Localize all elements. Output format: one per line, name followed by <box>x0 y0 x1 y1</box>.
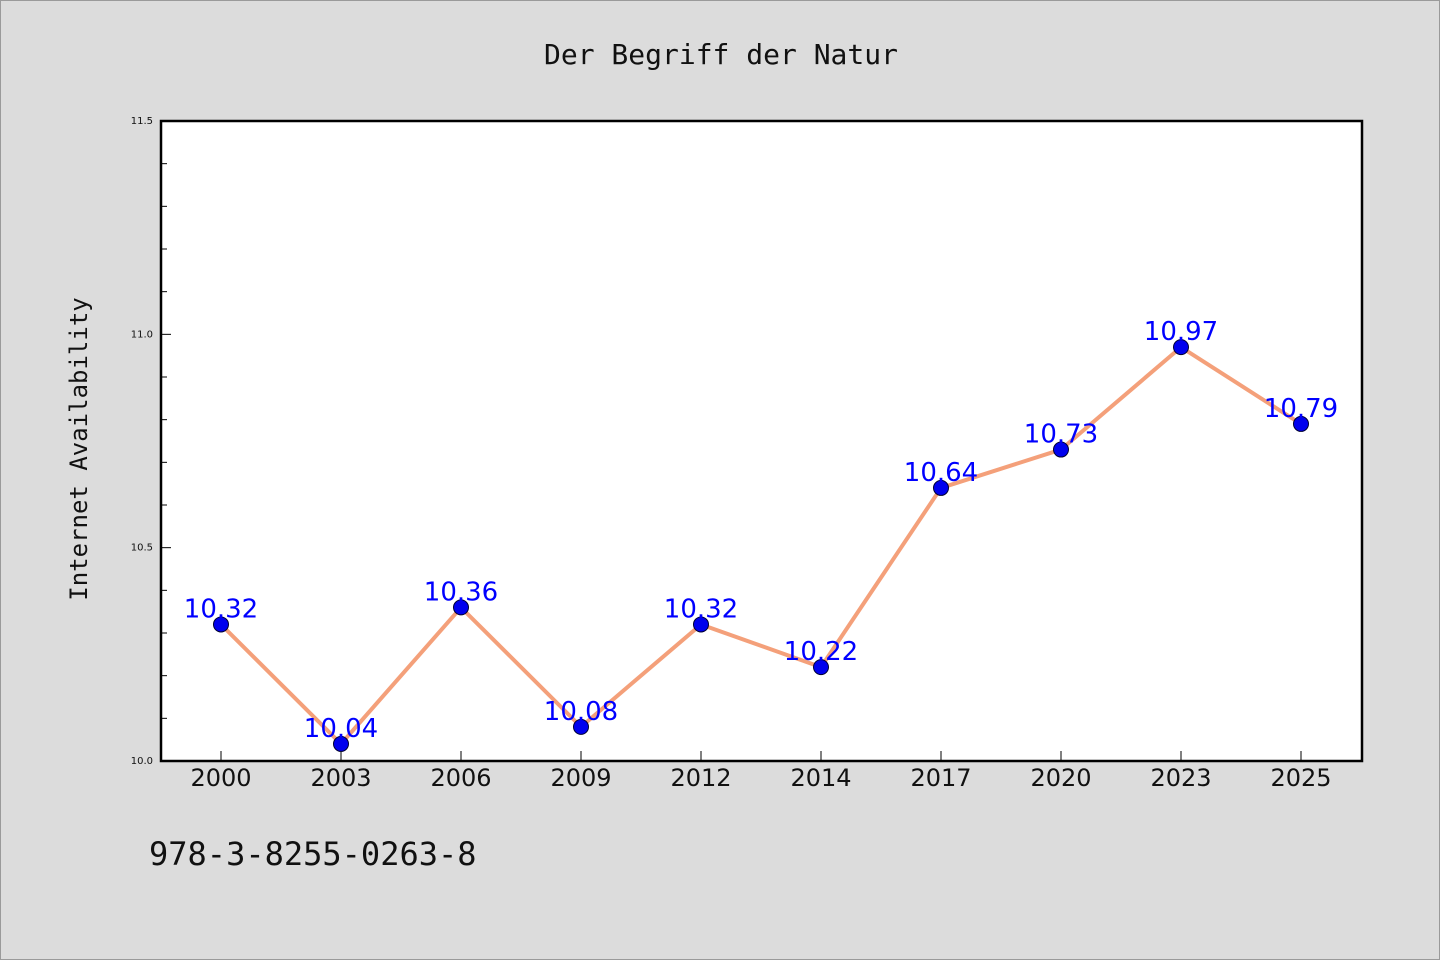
x-tick-label: 2003 <box>310 764 371 792</box>
y-tick-label: 10.5 <box>131 543 153 554</box>
data-label: 10.73 <box>1024 420 1098 450</box>
plot-area <box>159 119 1364 763</box>
series-line <box>219 345 1303 746</box>
x-tick-label: 2014 <box>790 764 851 792</box>
data-point <box>693 616 709 633</box>
data-label: 10.64 <box>904 458 978 488</box>
data-series: 10.32 10.04 10.36 10.08 10.32 10.22 10.64 10.73… <box>184 317 1338 752</box>
data-label: 10.32 <box>184 594 258 624</box>
x-tick-label: 2017 <box>910 764 971 792</box>
x-tick-label: 2000 <box>190 764 251 792</box>
x-tick-label: 2009 <box>550 764 611 792</box>
data-label: 10.36 <box>424 577 498 607</box>
isbn-text: 978-3-8255-0263-8 <box>149 835 477 873</box>
y-tick-label: 11.0 <box>131 329 153 340</box>
data-label: 10.22 <box>784 637 858 667</box>
data-label: 10.04 <box>304 714 378 744</box>
data-point <box>333 735 349 752</box>
data-point <box>1293 415 1309 432</box>
data-point <box>933 479 949 496</box>
x-tick-label: 2025 <box>1270 764 1331 792</box>
data-point <box>573 718 589 735</box>
y-tick-label: 11.5 <box>131 116 153 127</box>
data-point <box>453 599 469 616</box>
x-tick-label: 2023 <box>1150 764 1211 792</box>
x-tick-label: 2020 <box>1030 764 1091 792</box>
data-label: 10.79 <box>1264 394 1338 424</box>
data-label: 10.97 <box>1144 317 1218 347</box>
y-axis-ticks: 10.0 10.5 11.0 11.5 <box>131 116 171 767</box>
data-label: 10.32 <box>664 594 738 624</box>
data-point <box>1173 339 1189 356</box>
chart-title: Der Begriff der Natur <box>544 38 898 71</box>
data-label: 10.08 <box>544 697 618 727</box>
x-axis-ticks: 2000 2003 2006 2009 2012 2014 2017 2020 2023 2025 <box>190 751 1332 792</box>
x-tick-label: 2006 <box>430 764 491 792</box>
y-axis-label: Internet Availability <box>65 297 93 600</box>
data-point <box>813 659 829 676</box>
x-tick-label: 2012 <box>670 764 731 792</box>
data-point <box>213 616 229 633</box>
data-point <box>1053 441 1069 458</box>
y-tick-label: 10.0 <box>131 756 153 767</box>
